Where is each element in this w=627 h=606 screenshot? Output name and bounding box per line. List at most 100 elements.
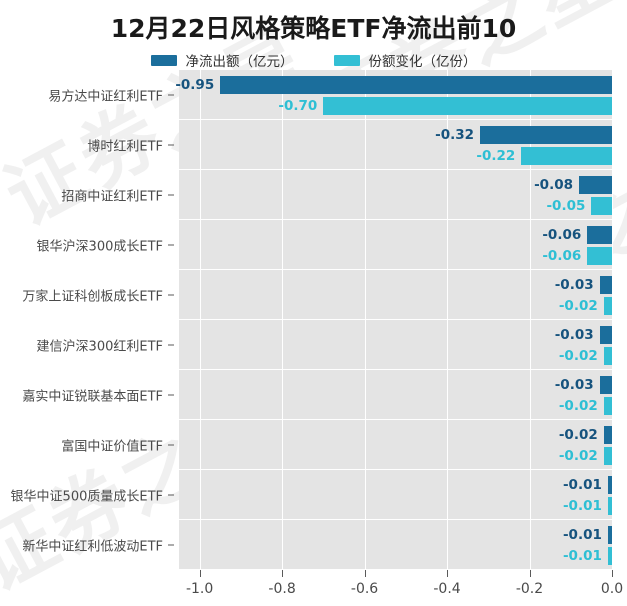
legend-swatch-icon [333,54,360,66]
y-axis-tick [168,294,174,296]
bar-value-label: -0.22 [476,147,516,164]
gridline-vertical [199,70,201,570]
chart-title: 12月22日风格策略ETF净流出前10 [110,14,517,43]
gridline-horizontal [179,219,612,220]
legend-swatch-icon [150,54,177,66]
gridline-vertical [447,70,449,570]
bar-net-outflow[interactable] [599,275,612,294]
bar-value-label: -0.03 [554,276,594,293]
gridline-horizontal [179,319,612,320]
bar-net-outflow[interactable] [220,75,612,94]
bar-share-change[interactable] [323,96,612,115]
bar-value-label: -0.06 [542,226,582,243]
bar-value-label: -0.95 [175,76,215,93]
bar-share-change[interactable] [603,396,612,415]
bar-share-change[interactable] [603,346,612,365]
y-axis: 易方达中证红利ETF 博时红利ETF 招商中证红利ETF 银华沪深300成长ETF 万家… [0,70,179,570]
bar-value-label: -0.03 [554,326,594,343]
y-axis-category-label: 万家上证科创板成长ETF [22,289,163,305]
gridline-horizontal [179,469,612,470]
gridline-horizontal [179,369,612,370]
y-axis-category-label: 富国中证价值ETF [61,439,163,455]
bar-net-outflow[interactable] [599,375,612,394]
bar-value-label: -0.02 [558,426,598,443]
x-axis: -1.0 -0.8 -0.6 -0.4 -0.2 0.0 [0,570,627,606]
bar-value-label: -0.01 [562,547,602,564]
bar-net-outflow[interactable] [599,325,612,344]
bar-value-label: -0.02 [558,447,598,464]
y-axis-category-label: 建信沪深300红利ETF [36,339,163,355]
y-axis-category-label: 嘉实中证锐联基本面ETF [22,389,163,405]
y-axis-tick [168,244,174,246]
bar-share-change[interactable] [591,196,612,215]
y-axis-tick [168,194,174,196]
bar-value-label: -0.02 [558,397,598,414]
gridline-vertical [364,70,366,570]
x-axis-tick-label: 0.0 [600,581,624,597]
gridline-horizontal [179,269,612,270]
bar-net-outflow[interactable] [587,225,612,244]
x-axis-tick [364,570,366,577]
bar-value-label: -0.06 [542,247,582,264]
bar-net-outflow[interactable] [607,475,612,494]
bar-value-label: -0.01 [562,497,602,514]
bar-net-outflow[interactable] [603,425,612,444]
y-axis-tick [168,444,174,446]
y-axis-tick [168,344,174,346]
bar-net-outflow[interactable] [579,175,612,194]
legend-item-0[interactable]: 净流出额（亿元） [150,50,294,70]
x-axis-tick [447,570,449,577]
y-axis-category-label: 招商中证红利ETF [61,189,163,205]
y-axis-category-label: 银华沪深300成长ETF [36,239,163,255]
x-axis-tick-label: -0.2 [515,581,544,597]
y-axis-tick [168,144,174,146]
bar-net-outflow[interactable] [607,525,612,544]
y-axis-category-label: 博时红利ETF [87,139,163,155]
y-axis-tick [168,544,174,546]
bar-value-label: -0.03 [554,376,594,393]
gridline-horizontal [179,569,612,570]
x-axis-tick-label: -0.6 [350,581,379,597]
x-axis-tick-label: -0.4 [433,581,461,597]
bar-value-label: -0.02 [558,297,598,314]
y-axis-category-label: 银华中证500质量成长ETF [10,489,163,505]
bar-share-change[interactable] [587,246,612,265]
plot-area: -0.95 -0.70 -0.32 -0.22 -0.08 -0.05 -0.06 -0.06… [175,70,613,570]
gridline-horizontal [179,519,612,520]
y-axis-tick [168,394,174,396]
bar-value-label: -0.02 [558,347,598,364]
chart-legend: 净流出额（亿元） 份额变化（亿份） [0,50,627,70]
bar-net-outflow[interactable] [480,125,612,144]
legend-label: 份额变化（亿份） [368,54,477,70]
x-axis-tick-label: -0.8 [268,581,296,597]
x-axis-tick [612,570,613,577]
bar-value-label: -0.01 [562,526,602,543]
y-axis-tick [168,94,174,96]
legend-item-1[interactable]: 份额变化（亿份） [333,50,477,70]
bar-share-change[interactable] [607,546,612,565]
gridline-horizontal [179,419,612,420]
bar-value-label: -0.01 [562,476,602,493]
bar-share-change[interactable] [603,296,612,315]
bar-share-change[interactable] [603,446,612,465]
y-axis-category-label: 新华中证红利低波动ETF [22,539,163,555]
bar-value-label: -0.05 [546,197,586,214]
gridline-horizontal [179,169,612,170]
gridline-vertical [612,70,613,570]
bar-share-change[interactable] [521,146,612,165]
x-axis-tick [199,570,201,577]
x-axis-tick [529,570,531,577]
legend-label: 净流出额（亿元） [185,54,294,70]
bar-share-change[interactable] [607,496,612,515]
bar-value-label: -0.70 [278,97,318,114]
y-axis-category-label: 易方达中证红利ETF [48,89,163,105]
gridline-vertical [529,70,531,570]
x-axis-tick [282,570,284,577]
y-axis-tick [168,494,174,496]
bar-value-label: -0.32 [435,126,475,143]
bar-value-label: -0.08 [534,176,573,193]
gridline-vertical [282,70,284,570]
gridline-horizontal [179,119,612,120]
x-axis-tick-label: -1.0 [185,581,214,597]
